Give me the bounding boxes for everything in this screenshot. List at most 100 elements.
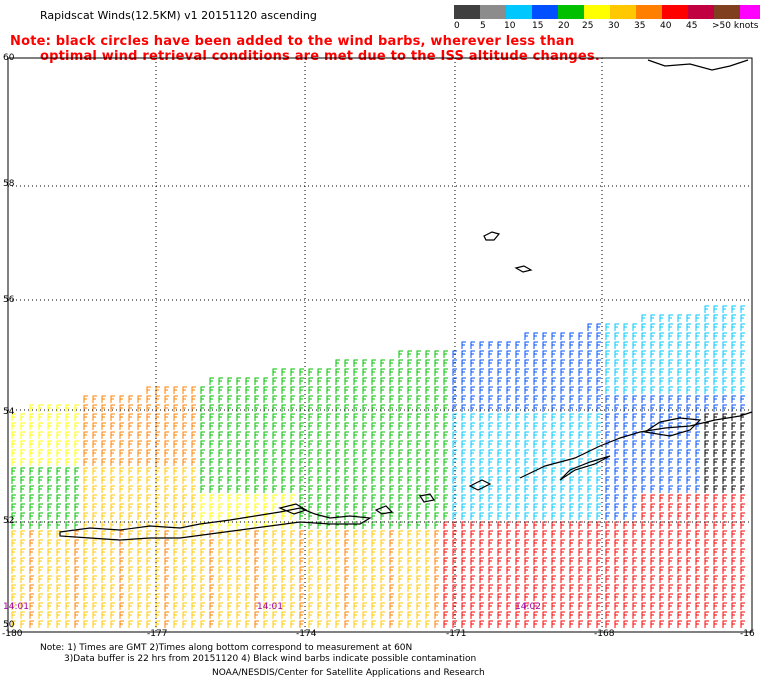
wind-barb — [443, 521, 448, 529]
wind-barb — [731, 602, 736, 610]
wind-barb — [434, 440, 439, 448]
wind-barb — [614, 422, 619, 430]
wind-barb — [533, 620, 538, 628]
wind-barb — [605, 494, 610, 502]
wind-barb — [497, 467, 502, 475]
wind-barb — [137, 602, 142, 610]
wind-barb — [47, 602, 52, 610]
wind-barb — [623, 611, 628, 619]
wind-barb — [578, 377, 583, 385]
wind-barb — [101, 575, 106, 583]
wind-barb — [11, 602, 16, 610]
wind-barb — [515, 503, 520, 511]
wind-barb — [371, 395, 376, 403]
wind-barb — [497, 485, 502, 493]
wind-barb — [677, 323, 682, 331]
wind-barb — [488, 593, 493, 601]
wind-barb — [20, 548, 25, 556]
wind-barb — [686, 341, 691, 349]
wind-barb — [668, 377, 673, 385]
wind-barb — [353, 584, 358, 592]
wind-barb — [677, 341, 682, 349]
wind-barb — [614, 368, 619, 376]
wind-barb — [344, 557, 349, 565]
wind-barb — [182, 404, 187, 412]
wind-barb — [128, 611, 133, 619]
wind-barb — [83, 548, 88, 556]
wind-barb — [713, 557, 718, 565]
wind-barb — [488, 602, 493, 610]
wind-barb — [443, 449, 448, 457]
wind-barb — [65, 449, 70, 457]
wind-barb — [488, 377, 493, 385]
wind-barb — [614, 350, 619, 358]
wind-barb — [641, 602, 646, 610]
wind-barb — [452, 521, 457, 529]
wind-barb — [641, 503, 646, 511]
wind-barb — [605, 422, 610, 430]
wind-barb — [452, 377, 457, 385]
wind-barb — [677, 440, 682, 448]
wind-barb — [677, 566, 682, 574]
wind-barb — [353, 413, 358, 421]
wind-barb — [128, 512, 133, 520]
wind-barb — [254, 566, 259, 574]
wind-barb — [470, 584, 475, 592]
wind-barb — [218, 431, 223, 439]
wind-barb — [164, 593, 169, 601]
wind-barb — [65, 440, 70, 448]
wind-barb — [299, 584, 304, 592]
wind-barb — [731, 449, 736, 457]
wind-barb — [407, 431, 412, 439]
adak-island — [278, 503, 308, 515]
wind-barb — [182, 530, 187, 538]
wind-barb — [659, 368, 664, 376]
wind-barb — [209, 620, 214, 628]
wind-barb — [47, 404, 52, 412]
wind-barb — [353, 530, 358, 538]
wind-barb — [605, 593, 610, 601]
wind-barb — [200, 503, 205, 511]
wind-barb — [245, 422, 250, 430]
wind-barb — [173, 467, 178, 475]
wind-barb — [128, 404, 133, 412]
wind-barb — [209, 503, 214, 511]
wind-barb — [155, 422, 160, 430]
wind-barb — [416, 404, 421, 412]
wind-barb — [524, 620, 529, 628]
wind-barb — [263, 476, 268, 484]
wind-barb — [371, 431, 376, 439]
wind-barb — [65, 422, 70, 430]
wind-barb — [632, 422, 637, 430]
wind-barb — [704, 404, 709, 412]
wind-barb — [488, 449, 493, 457]
wind-barb — [731, 305, 736, 313]
wind-barb — [560, 548, 565, 556]
legend-label: 40 — [660, 21, 672, 31]
wind-barb — [560, 593, 565, 601]
wind-barb — [596, 557, 601, 565]
wind-barb — [713, 332, 718, 340]
wind-barb — [182, 503, 187, 511]
legend-swatch — [740, 5, 760, 19]
wind-barb — [560, 377, 565, 385]
wind-barb — [668, 575, 673, 583]
wind-barb — [560, 566, 565, 574]
wind-barb — [110, 422, 115, 430]
wind-barb — [560, 386, 565, 394]
wind-barb — [20, 539, 25, 547]
wind-barb — [137, 584, 142, 592]
wind-barb — [614, 359, 619, 367]
wind-barb — [317, 530, 322, 538]
wind-barb — [137, 395, 142, 403]
wind-barb — [425, 467, 430, 475]
wind-barb — [506, 395, 511, 403]
wind-barb — [668, 584, 673, 592]
wind-barb — [29, 566, 34, 574]
wind-barb — [209, 548, 214, 556]
wind-barb — [524, 341, 529, 349]
wind-barb — [524, 548, 529, 556]
wind-barb — [290, 440, 295, 448]
wind-barb — [209, 494, 214, 502]
wind-barb — [641, 332, 646, 340]
